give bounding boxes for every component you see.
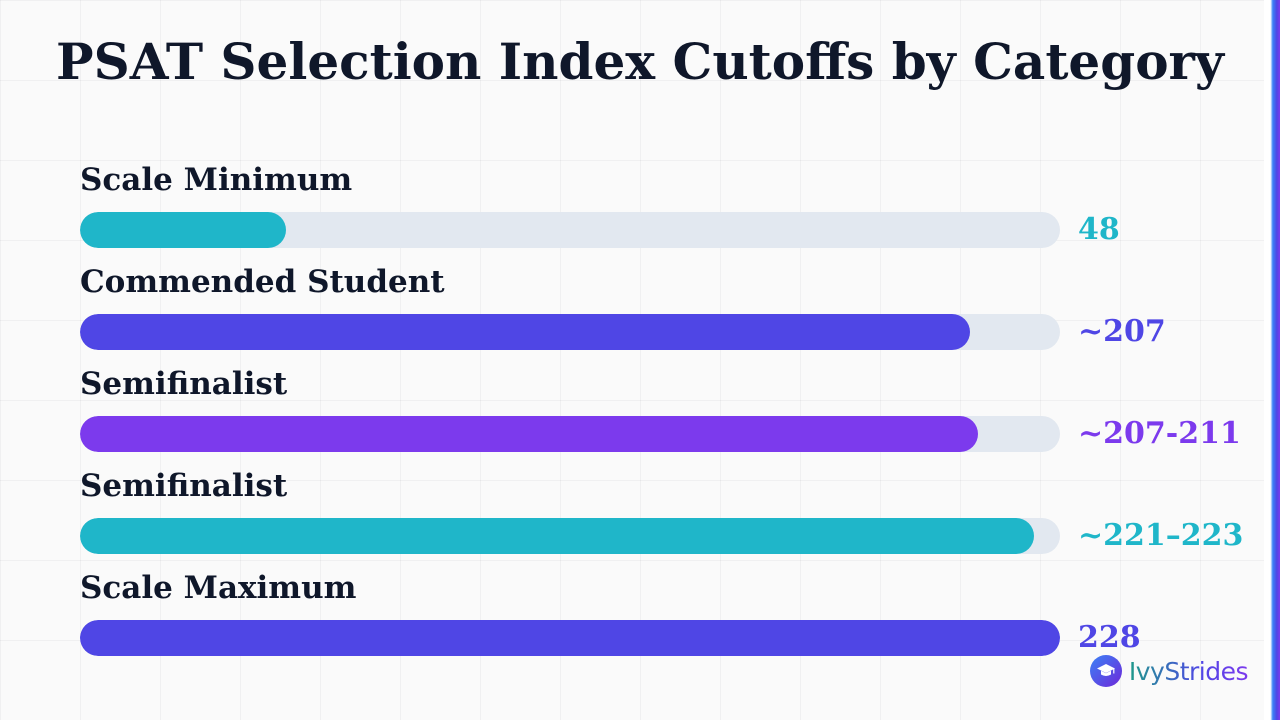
chart-title: PSAT Selection Index Cutoffs by Category <box>56 32 1224 91</box>
bar-value-label: 228 <box>1078 620 1141 655</box>
bar-track <box>80 518 1060 554</box>
bar-track <box>80 314 1060 350</box>
right-accent-strip <box>1264 0 1280 720</box>
bar-label: Scale Minimum <box>80 162 353 198</box>
bar-label: Semifinalist <box>80 468 288 504</box>
bar-label: Commended Student <box>80 264 445 300</box>
bar <box>80 620 1060 656</box>
bar-track <box>80 212 1060 248</box>
bar-row: Semifinalist ~221–223 <box>80 466 1244 568</box>
bar-label: Semifinalist <box>80 366 288 402</box>
graduation-cap-icon <box>1089 655 1122 687</box>
bar-row: Scale Minimum 48 <box>80 160 1240 262</box>
brand: IvyStrides <box>1089 654 1249 688</box>
bar-value-label: 48 <box>1078 212 1120 247</box>
bar-track <box>80 620 1060 656</box>
brand-name: IvyStrides <box>1128 656 1249 686</box>
bar-value-label: ~207-211 <box>1078 416 1241 451</box>
bar-row: Semifinalist ~207-211 <box>80 364 1241 466</box>
bar <box>80 212 286 248</box>
bar <box>80 314 970 350</box>
bar-row: Scale Maximum 228 <box>80 568 1240 670</box>
bar-track <box>80 416 1060 452</box>
bar-value-label: ~221–223 <box>1078 518 1244 553</box>
bar-label: Scale Maximum <box>80 570 357 606</box>
bar-value-label: ~207 <box>1078 314 1166 349</box>
bar <box>80 518 1034 554</box>
bar-row: Commended Student ~207 <box>80 262 1240 364</box>
bar <box>80 416 978 452</box>
